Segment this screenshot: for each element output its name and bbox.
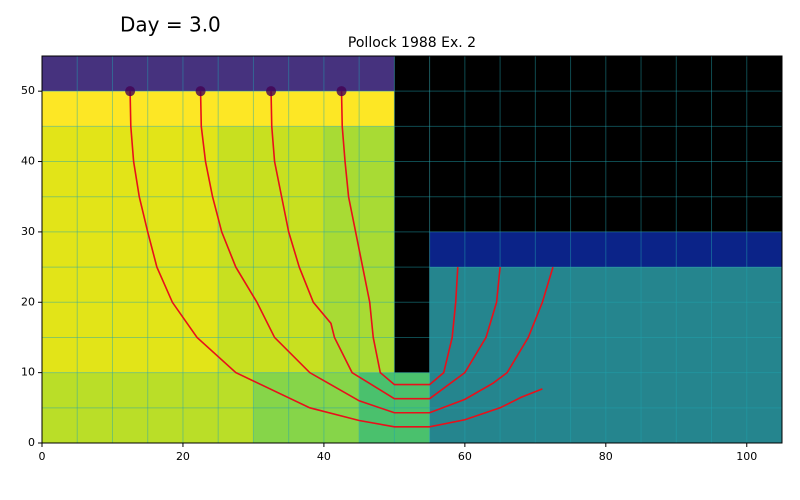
start-point	[195, 86, 206, 97]
y-tick-label: 0	[28, 436, 35, 449]
x-tick-label: 60	[458, 450, 472, 463]
x-tick-label: 0	[39, 450, 46, 463]
start-point	[266, 86, 277, 97]
cell	[429, 267, 782, 443]
cell	[429, 231, 782, 268]
chart-title: Pollock 1988 Ex. 2	[348, 35, 476, 51]
start-point	[336, 86, 347, 97]
y-tick-label: 20	[21, 295, 35, 308]
x-tick-label: 100	[736, 450, 757, 463]
cell	[218, 126, 324, 373]
cell	[42, 372, 254, 443]
cell	[253, 372, 360, 443]
cell	[42, 126, 219, 373]
start-point	[125, 86, 136, 97]
pathline	[199, 91, 554, 414]
pathline	[340, 91, 459, 386]
x-tick-label: 40	[317, 450, 331, 463]
plot-frame	[41, 55, 783, 444]
pathline	[129, 91, 543, 428]
cell	[42, 91, 395, 127]
y-tick-label: 30	[21, 225, 35, 238]
cell	[42, 56, 395, 92]
pathline	[270, 91, 501, 400]
suptitle: Day = 3.0	[120, 13, 221, 37]
y-tick-label: 40	[21, 155, 35, 168]
x-tick-label: 20	[176, 450, 190, 463]
cell	[429, 56, 782, 232]
plot-area	[42, 56, 782, 443]
x-tick-label: 80	[599, 450, 613, 463]
y-tick-label: 10	[21, 366, 35, 379]
axes: 0 20 40 60 80 100 0 10 20 30 40 50	[21, 55, 783, 463]
y-tick-label: 50	[21, 84, 35, 97]
cell	[394, 56, 430, 373]
